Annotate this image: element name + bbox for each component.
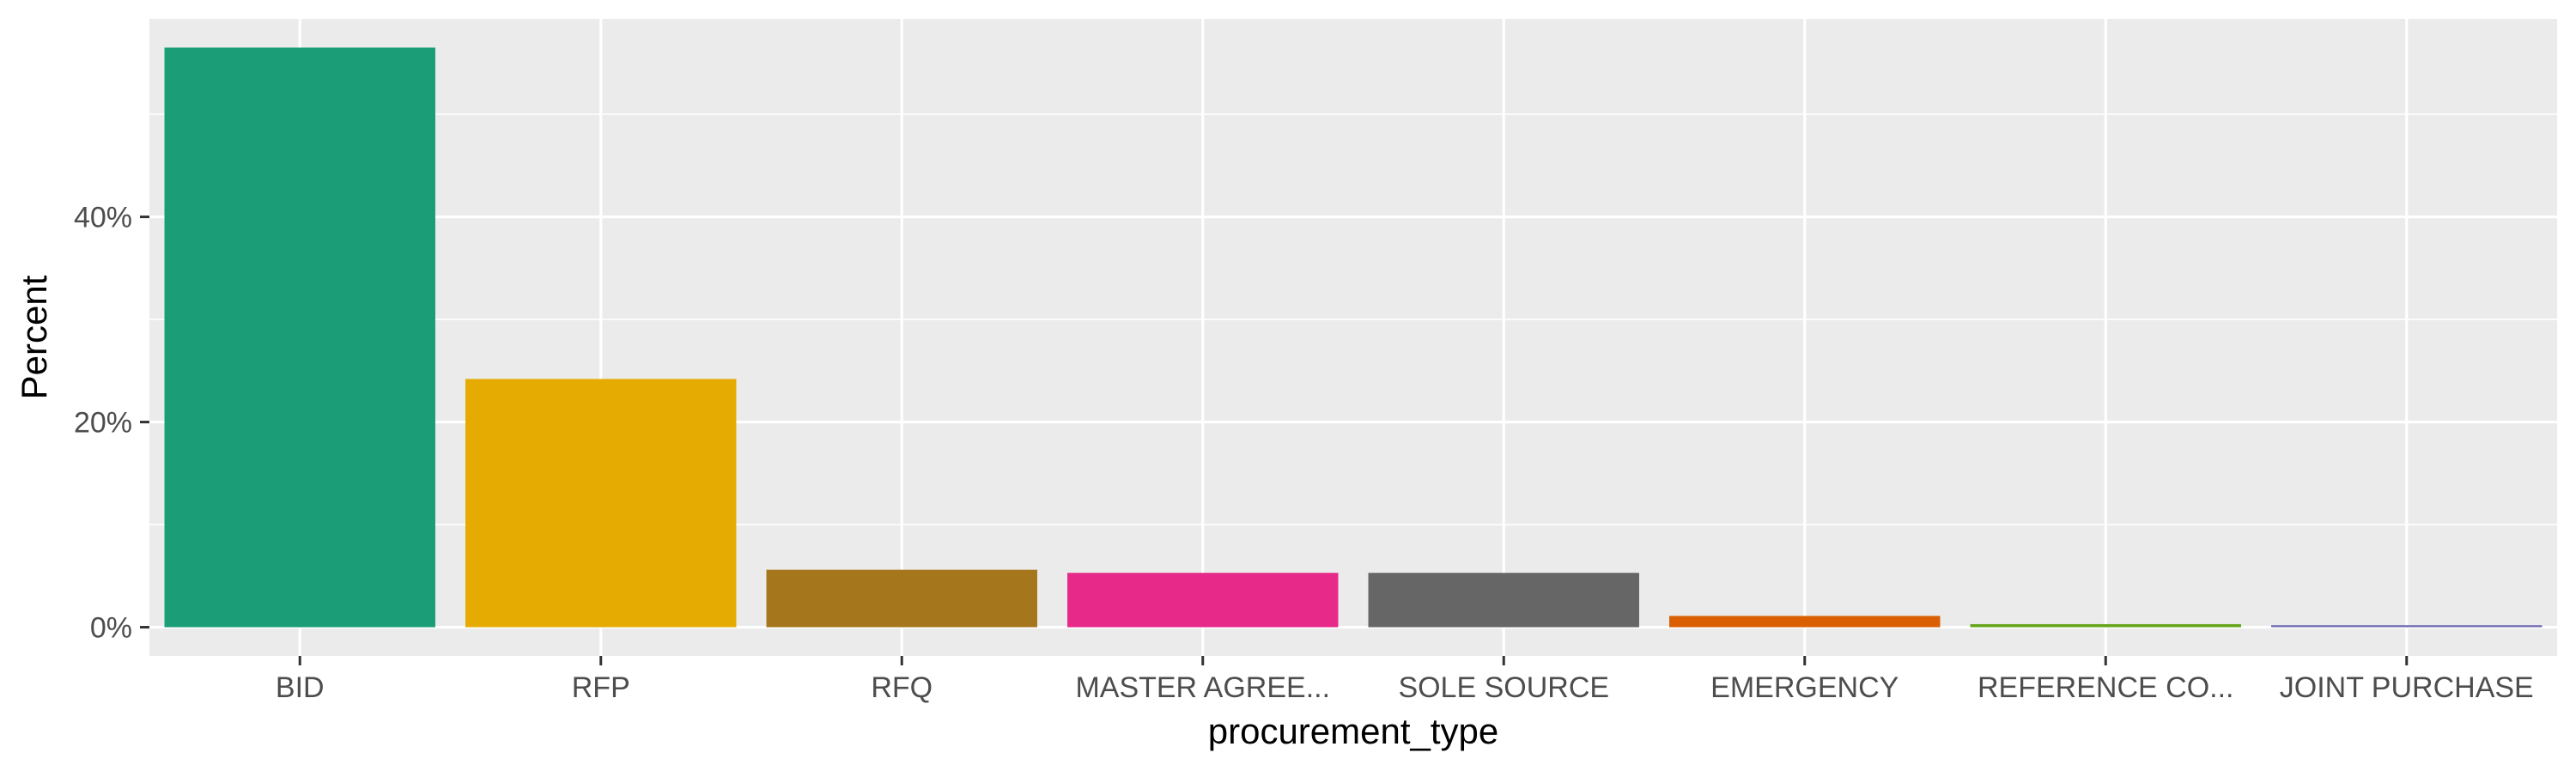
bar [1970,623,2241,628]
x-axis: BID RFP RFQ MASTER AGREE... SOLE SOURCE EMERG… [276,656,2534,704]
bar [1368,573,1639,628]
bar [1669,616,1941,628]
x-tick-label: SOLE SOURCE [1398,671,1609,704]
x-tick-label: EMERGENCY [1710,671,1899,704]
y-tick-label: 20% [74,407,132,440]
x-tick-label: BID [276,671,325,704]
y-tick-label: 40% [74,202,132,234]
bar [465,379,737,628]
bar [2271,625,2543,628]
bars [164,47,2543,628]
x-tick-label: RFP [572,671,630,704]
y-axis: 0% 20% 40% [74,202,149,645]
y-axis-title: Percent [14,275,54,399]
x-tick-label: RFQ [871,671,933,704]
x-axis-title: procurement_type [1208,711,1499,751]
bar [1067,573,1339,628]
y-tick-label: 0% [90,612,132,645]
x-tick-label: JOINT PURCHASE [2280,671,2534,704]
bar [766,569,1037,628]
gridlines [149,19,2557,656]
x-tick-label: MASTER AGREE... [1075,671,1330,704]
bar [164,47,435,628]
x-tick-label: REFERENCE CO... [1978,671,2233,704]
